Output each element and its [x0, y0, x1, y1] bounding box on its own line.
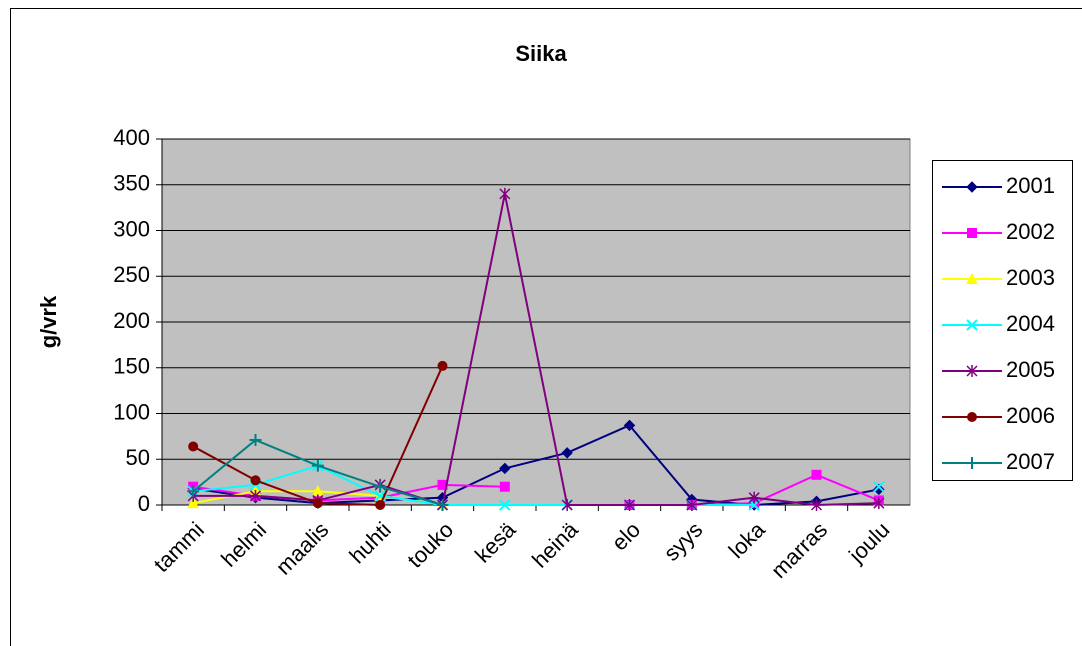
marker	[436, 499, 449, 511]
marker	[499, 462, 511, 475]
marker	[561, 499, 573, 511]
marker	[966, 319, 978, 331]
y-tick-label: 400	[113, 125, 150, 150]
legend-label: 2002	[1006, 219, 1055, 244]
marker	[966, 181, 978, 193]
marker	[623, 419, 636, 432]
legend-label: 2003	[1006, 265, 1055, 290]
legend-label: 2001	[1006, 173, 1055, 198]
marker	[311, 485, 324, 497]
y-tick-label: 200	[113, 308, 150, 333]
marker	[748, 491, 760, 504]
y-tick-label: 100	[113, 399, 150, 424]
y-tick-label: 300	[113, 216, 150, 241]
marker	[966, 365, 978, 377]
y-tick-label: 50	[126, 445, 150, 470]
marker	[810, 499, 823, 511]
marker	[187, 497, 200, 509]
legend-label: 2005	[1006, 357, 1055, 382]
legend-label: 2006	[1006, 403, 1055, 428]
marker	[966, 457, 978, 469]
legend-label: 2004	[1006, 311, 1055, 336]
marker	[686, 499, 698, 511]
marker	[561, 447, 573, 459]
marker	[188, 441, 199, 452]
y-tick-label: 0	[138, 491, 150, 516]
marker	[437, 479, 448, 490]
y-tick-label: 250	[113, 262, 150, 287]
marker	[873, 497, 885, 510]
marker	[967, 412, 977, 422]
legend	[932, 160, 1073, 481]
marker	[250, 475, 261, 486]
marker	[375, 500, 386, 510]
marker	[437, 360, 448, 371]
legend-label: 2007	[1006, 449, 1055, 474]
marker	[249, 434, 262, 447]
marker	[499, 499, 511, 511]
marker	[312, 498, 323, 509]
y-tick-label: 350	[113, 171, 150, 196]
marker	[187, 485, 200, 498]
marker	[873, 483, 885, 496]
marker	[311, 459, 324, 472]
y-axis-label: g/vrk	[36, 295, 61, 348]
chart-title: Siika	[515, 41, 567, 66]
marker	[499, 481, 510, 492]
marker	[499, 187, 511, 200]
marker	[374, 480, 387, 493]
marker	[873, 480, 885, 493]
marker	[966, 273, 978, 284]
marker	[967, 228, 977, 238]
marker	[811, 469, 822, 480]
marker	[249, 489, 262, 502]
series-line	[193, 424, 880, 507]
marker	[623, 499, 636, 511]
y-tick-label: 150	[113, 354, 150, 379]
